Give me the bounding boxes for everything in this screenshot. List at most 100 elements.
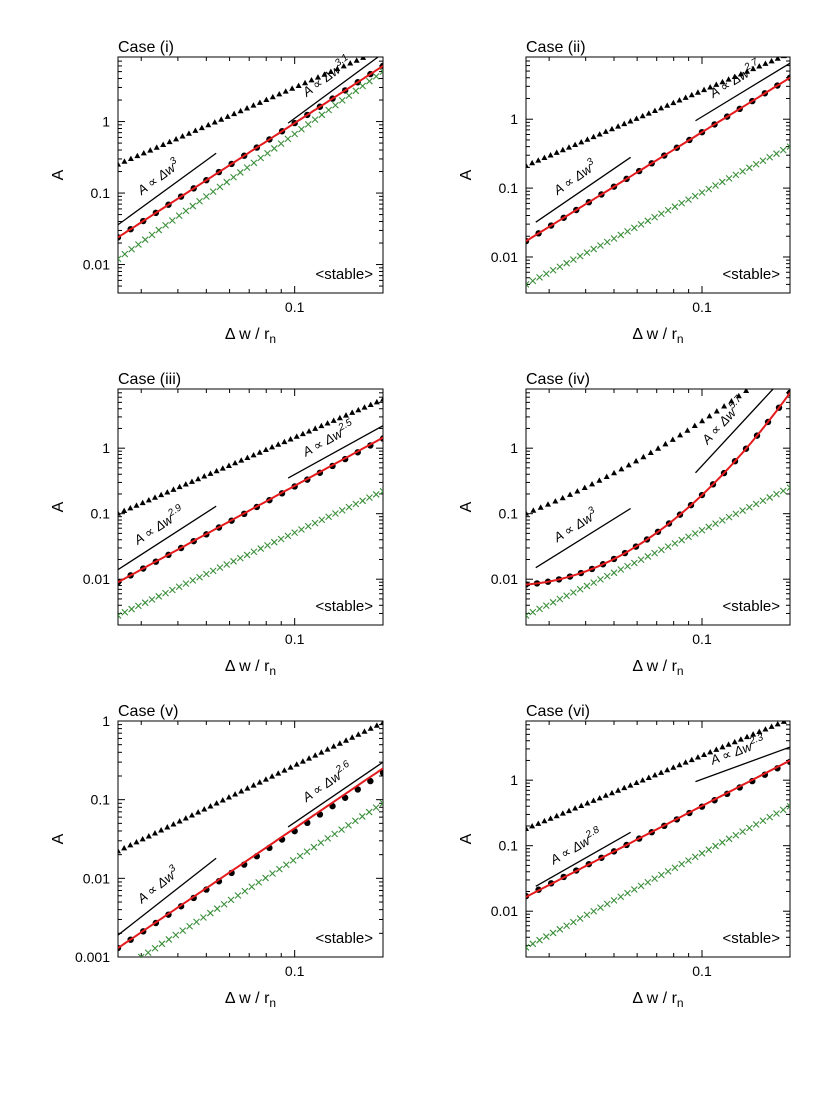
data-point-triangle bbox=[269, 773, 276, 779]
data-point-triangle bbox=[547, 815, 554, 821]
data-point-triangle bbox=[340, 62, 347, 69]
data-point-triangle bbox=[166, 138, 173, 145]
data-point-triangle bbox=[207, 803, 214, 809]
data-point-triangle bbox=[639, 112, 646, 119]
data-point-triangle bbox=[581, 484, 588, 490]
data-point-triangle bbox=[185, 130, 192, 136]
data-point-triangle bbox=[282, 88, 289, 94]
data-point-cross bbox=[630, 886, 638, 893]
power-law-label: A ∝ Δw3 bbox=[133, 155, 183, 198]
data-point-triangle bbox=[244, 105, 251, 111]
data-point-triangle bbox=[176, 818, 183, 824]
data-point-triangle bbox=[694, 754, 701, 760]
data-point-cross bbox=[705, 185, 713, 193]
data-point-triangle bbox=[596, 131, 603, 137]
data-point-cross bbox=[739, 167, 747, 175]
data-point-cross bbox=[351, 817, 359, 825]
data-point-triangle bbox=[324, 420, 331, 426]
data-point-triangle bbox=[281, 767, 288, 773]
data-point-cross bbox=[725, 175, 733, 182]
stable-annotation: <stable> bbox=[722, 930, 780, 947]
data-point-cross bbox=[739, 507, 747, 514]
data-point-triangle bbox=[529, 823, 536, 829]
data-point-cross bbox=[563, 922, 571, 930]
data-point-triangle bbox=[355, 406, 362, 413]
chart-panel: Case (ii) Δ w / rn A 0.1 0.01 0.1 1 A ∝ Δw3 A ∝ … bbox=[458, 39, 791, 346]
data-point-cross bbox=[542, 270, 550, 278]
data-point-triangle bbox=[219, 797, 226, 803]
data-point-triangle bbox=[526, 510, 529, 516]
data-point-triangle bbox=[530, 507, 537, 513]
data-layer bbox=[526, 57, 790, 288]
data-point-triangle bbox=[633, 779, 640, 786]
data-point-cross bbox=[331, 830, 339, 838]
data-point-cross bbox=[529, 608, 537, 616]
data-point-cross bbox=[542, 602, 550, 609]
stable-annotation: <stable> bbox=[315, 266, 373, 283]
data-point-cross bbox=[352, 87, 360, 95]
data-point-cross bbox=[332, 101, 339, 109]
data-point-triangle bbox=[133, 839, 140, 845]
data-point-triangle bbox=[627, 118, 634, 124]
data-point-cross bbox=[234, 892, 242, 899]
data-point-triangle bbox=[750, 65, 757, 72]
data-point-triangle bbox=[127, 155, 134, 161]
data-layer bbox=[118, 57, 383, 263]
data-point-cross bbox=[284, 532, 292, 540]
data-point-triangle bbox=[201, 473, 208, 479]
data-point-triangle bbox=[188, 478, 195, 484]
data-point-triangle bbox=[262, 446, 269, 453]
data-point-cross bbox=[576, 252, 584, 260]
data-point-cross bbox=[766, 494, 774, 501]
chart-title: Case (v) bbox=[118, 703, 178, 720]
data-point-triangle bbox=[293, 761, 300, 767]
y-tick-label: 0.1 bbox=[499, 838, 519, 854]
data-point-cross bbox=[657, 871, 665, 879]
data-point-triangle bbox=[232, 459, 239, 466]
data-point-cross bbox=[590, 579, 598, 587]
data-point-triangle bbox=[707, 749, 714, 755]
data-point-triangle bbox=[213, 467, 220, 474]
stable-annotation: <stable> bbox=[722, 598, 780, 615]
plot-frame bbox=[117, 720, 384, 958]
data-point-triangle bbox=[276, 91, 283, 97]
data-point-cross bbox=[624, 228, 631, 235]
data-point-triangle bbox=[676, 97, 683, 103]
power-law-label: A ∝ Δw3 bbox=[549, 156, 600, 198]
data-point-triangle bbox=[336, 740, 343, 746]
data-point-triangle bbox=[361, 728, 368, 734]
data-point-triangle bbox=[735, 392, 742, 399]
data-point-triangle bbox=[684, 427, 691, 433]
data-point-cross bbox=[345, 503, 353, 511]
data-point-cross bbox=[230, 557, 237, 565]
data-point-cross bbox=[223, 178, 231, 186]
chart-panel: Case (v) Δ w / rn A 0.1 0.001 0.01 0.1 1 A ∝ Δw3… bbox=[50, 703, 384, 1010]
data-point-cross bbox=[718, 516, 726, 524]
data-point-cross bbox=[128, 605, 135, 613]
data-point-triangle bbox=[688, 91, 695, 98]
data-point-triangle bbox=[621, 784, 628, 791]
data-point-cross bbox=[213, 905, 221, 913]
data-point-cross bbox=[610, 235, 618, 242]
data-point-triangle bbox=[633, 115, 640, 121]
data-point-triangle bbox=[559, 494, 566, 501]
data-point-cross bbox=[303, 848, 311, 855]
data-point-triangle bbox=[725, 741, 732, 747]
data-point-cross bbox=[332, 510, 339, 517]
data-point-cross bbox=[745, 824, 753, 832]
data-point-triangle bbox=[312, 752, 319, 758]
data-point-cross bbox=[556, 263, 564, 271]
data-point-triangle bbox=[651, 771, 658, 778]
data-point-cross bbox=[372, 73, 380, 80]
y-tick-label: 1 bbox=[102, 114, 110, 130]
x-tick-label: 0.1 bbox=[692, 299, 712, 315]
data-point-triangle bbox=[688, 756, 695, 763]
data-point-triangle bbox=[633, 457, 640, 464]
data-point-cross bbox=[223, 561, 231, 568]
data-point-cross bbox=[583, 582, 591, 590]
data-point-triangle bbox=[559, 810, 566, 816]
data-point-cross bbox=[121, 608, 129, 616]
data-point-cross bbox=[277, 535, 285, 543]
data-point-cross bbox=[250, 548, 258, 556]
